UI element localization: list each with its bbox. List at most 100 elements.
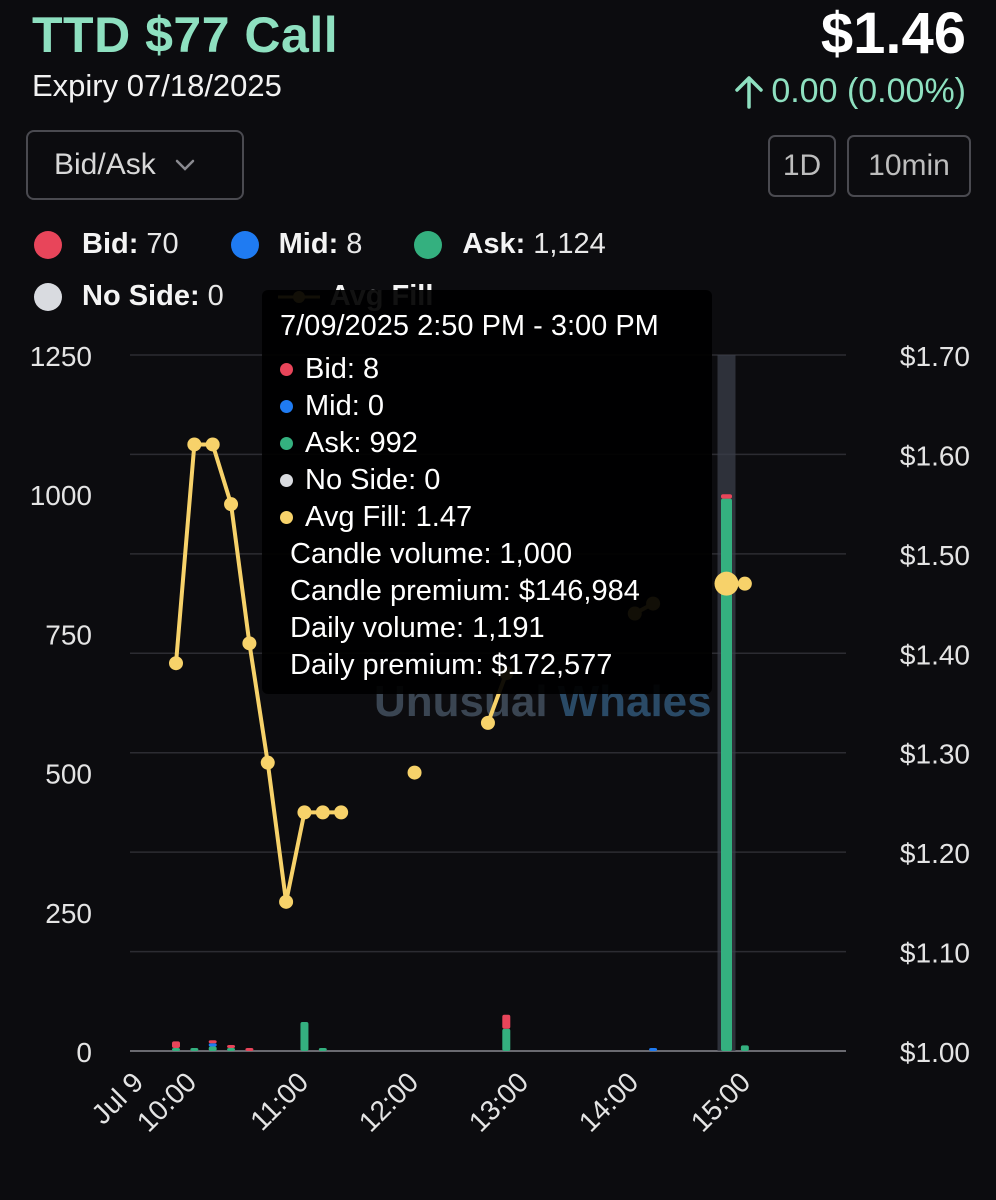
bar-bid [245, 1048, 254, 1051]
legend-value: 0 [207, 280, 224, 312]
bar-bid [721, 494, 732, 499]
legend-label: Bid: [82, 228, 139, 260]
tooltip-row: Avg Fill: 1.47 [280, 499, 694, 536]
legend-label: No Side: [82, 280, 200, 312]
bar-ask [300, 1022, 309, 1051]
right-tick-label: $1.70 [900, 341, 970, 372]
bar-bid [172, 1041, 180, 1048]
avg-fill-point [714, 571, 739, 596]
tooltip-row: Mid: 0 [280, 388, 694, 425]
x-tick-label: 12:00 [353, 1066, 424, 1137]
tooltip-dot-icon [280, 400, 293, 413]
tooltip-stat: Candle premium: $146,984 [290, 575, 640, 607]
tooltip-header: 7/09/2025 2:50 PM - 3:00 PM [280, 310, 659, 342]
avg-fill-point [297, 805, 312, 820]
bar-bid [502, 1014, 511, 1029]
right-tick-label: $1.30 [900, 739, 970, 770]
tooltip-stat: Daily premium: $172,577 [290, 649, 613, 681]
tooltip-stat: Candle volume: 1,000 [290, 538, 573, 570]
right-tick-label: $1.00 [900, 1037, 970, 1068]
tooltip-dot-icon [280, 437, 293, 450]
right-tick-label: $1.40 [900, 639, 970, 670]
left-axis: 1250 1000 750 500 250 0 [30, 341, 92, 1068]
legend-item-noside[interactable]: No Side: 0 [34, 280, 224, 313]
legend-row-1: Bid: 70 Mid: 8 Ask: 1,124 [34, 228, 658, 261]
volume-bars [172, 494, 749, 1051]
legend-value: 8 [346, 228, 363, 260]
bar-mid [649, 1048, 658, 1051]
tooltip-row-text: Avg Fill: 1.47 [305, 501, 473, 533]
range-1d-button[interactable]: 1D [768, 135, 836, 197]
bar-ask [318, 1048, 327, 1051]
right-tick-label: $1.20 [900, 838, 970, 869]
contract-title: TTD $77 Call [32, 7, 339, 63]
legend-label: Ask: [462, 228, 526, 260]
tooltip-dot-icon [280, 511, 293, 524]
bid-dot-icon [34, 230, 62, 259]
tooltip-row-text: Ask: 992 [305, 427, 418, 459]
avg-fill-point [224, 497, 239, 512]
expiry-date: Expiry 07/18/2025 [32, 68, 282, 103]
avg-fill-point [169, 656, 183, 671]
right-tick-label: $1.60 [900, 440, 970, 471]
x-tick-label: 13:00 [463, 1066, 534, 1137]
mid-dot-icon [230, 230, 259, 259]
range-1d-label: 1D [782, 149, 822, 182]
bar-ask [190, 1048, 199, 1051]
right-tick-label: $1.10 [900, 938, 970, 969]
right-axis: $1.70 $1.60 $1.50 $1.40 $1.30 $1.20 $1.10 $1.00 [900, 341, 970, 1068]
interval-10min-button[interactable]: 10min [847, 135, 971, 197]
legend-item-ask[interactable]: Ask: 1,124 [414, 228, 606, 261]
interval-10min-label: 10min [868, 149, 950, 182]
x-axis: Jul 910:00 11:00 12:00 13:00 14:00 15:00 [85, 1066, 756, 1137]
ask-dot-icon [414, 230, 443, 259]
avg-fill-point [279, 894, 294, 909]
x-tick-label: 15:00 [685, 1066, 756, 1137]
tooltip-row-text: Mid: 0 [305, 390, 384, 422]
legend-label: Mid: [278, 228, 339, 260]
tooltip: 7/09/2025 2:50 PM - 3:00 PM Bid: 8 Mid: 0… [262, 290, 712, 694]
view-select-value: Bid/Ask [54, 148, 156, 181]
avg-fill-point [407, 765, 422, 780]
bar-ask [227, 1048, 236, 1051]
bar-ask [502, 1028, 511, 1051]
avg-fill-point [205, 437, 220, 452]
left-tick-label: 250 [45, 898, 92, 929]
legend-item-bid[interactable]: Bid: 70 [34, 228, 179, 261]
avg-fill-point [334, 805, 349, 820]
bar-bid [208, 1040, 217, 1044]
avg-fill-point [260, 755, 275, 770]
x-tick-label: 11:00 [244, 1066, 314, 1136]
avg-fill-point [737, 576, 752, 591]
avg-fill-point [187, 437, 202, 452]
x-tick-label: 14:00 [573, 1066, 644, 1137]
tooltip-dot-icon [280, 363, 293, 376]
avg-fill-point [315, 805, 330, 820]
avg-fill-path [174, 442, 342, 904]
noside-dot-icon [34, 282, 62, 311]
last-price: $1.46 [820, 1, 966, 66]
legend-item-mid[interactable]: Mid: 8 [230, 228, 363, 261]
bar-mid [208, 1043, 217, 1047]
bar-ask [740, 1045, 749, 1051]
tooltip-dot-icon [280, 474, 293, 487]
avg-fill-point [480, 715, 495, 730]
left-tick-label: 1250 [30, 341, 92, 372]
bar-bid [227, 1045, 236, 1048]
bar-ask [172, 1048, 180, 1051]
bar-ask [208, 1046, 217, 1051]
tooltip-row-text: No Side: 0 [305, 464, 441, 496]
tooltip-row: Ask: 992 [280, 425, 694, 462]
avg-fill-point [242, 636, 257, 651]
tooltip-stat: Daily volume: 1,191 [290, 612, 545, 644]
legend-value: 70 [146, 228, 179, 260]
left-tick-label: 0 [76, 1037, 92, 1068]
left-tick-label: 1000 [30, 480, 92, 511]
view-select-dropdown[interactable]: Bid/Ask [26, 130, 244, 200]
arrow-up-icon [735, 75, 764, 109]
left-tick-label: 500 [45, 759, 92, 790]
tooltip-row: No Side: 0 [280, 462, 694, 499]
left-tick-label: 750 [45, 619, 92, 650]
chevron-down-icon [175, 159, 194, 171]
price-change-value: 0.00 (0.00%) [771, 72, 966, 110]
